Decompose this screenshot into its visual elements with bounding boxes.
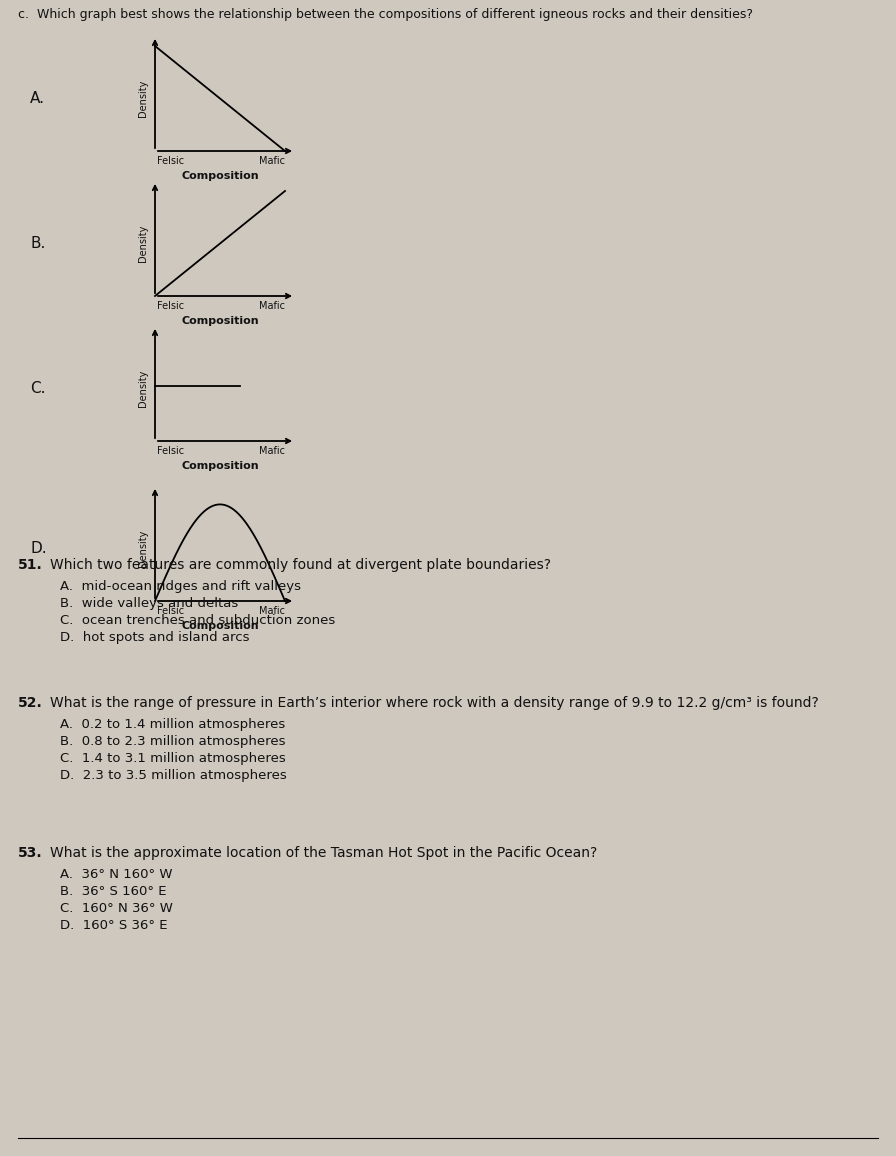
- Text: Composition: Composition: [181, 621, 259, 631]
- Text: Density: Density: [138, 80, 148, 117]
- Text: Density: Density: [138, 529, 148, 568]
- Text: 53.: 53.: [18, 846, 43, 860]
- Text: D.  160° S 36° E: D. 160° S 36° E: [60, 919, 168, 932]
- Text: Density: Density: [138, 370, 148, 407]
- Text: C.  160° N 36° W: C. 160° N 36° W: [60, 902, 173, 916]
- Text: B.  36° S 160° E: B. 36° S 160° E: [60, 885, 167, 898]
- Text: 51.: 51.: [18, 558, 43, 572]
- Text: Density: Density: [138, 224, 148, 262]
- Text: A.  0.2 to 1.4 million atmospheres: A. 0.2 to 1.4 million atmospheres: [60, 718, 285, 731]
- Text: 52.: 52.: [18, 696, 43, 710]
- Text: Composition: Composition: [181, 461, 259, 470]
- Text: D.  2.3 to 3.5 million atmospheres: D. 2.3 to 3.5 million atmospheres: [60, 769, 287, 781]
- Text: B.  0.8 to 2.3 million atmospheres: B. 0.8 to 2.3 million atmospheres: [60, 735, 286, 748]
- Text: C.: C.: [30, 381, 46, 397]
- Text: D.  hot spots and island arcs: D. hot spots and island arcs: [60, 631, 249, 644]
- Text: Mafic: Mafic: [259, 446, 285, 455]
- Text: Mafic: Mafic: [259, 301, 285, 311]
- Text: Felsic: Felsic: [157, 606, 184, 616]
- Text: A.: A.: [30, 91, 45, 106]
- Text: Felsic: Felsic: [157, 446, 184, 455]
- Text: Composition: Composition: [181, 171, 259, 181]
- Text: B.  wide valleys and deltas: B. wide valleys and deltas: [60, 596, 238, 610]
- Text: A.  mid-ocean ridges and rift valleys: A. mid-ocean ridges and rift valleys: [60, 580, 301, 593]
- Text: c.  Which graph best shows the relationship between the compositions of differen: c. Which graph best shows the relationsh…: [18, 8, 753, 21]
- Text: Which two features are commonly found at divergent plate boundaries?: Which two features are commonly found at…: [50, 558, 551, 572]
- Text: Mafic: Mafic: [259, 156, 285, 166]
- Text: C.  ocean trenches and subduction zones: C. ocean trenches and subduction zones: [60, 614, 335, 627]
- Text: What is the range of pressure in Earth’s interior where rock with a density rang: What is the range of pressure in Earth’s…: [50, 696, 819, 710]
- Text: Felsic: Felsic: [157, 301, 184, 311]
- Text: A.  36° N 160° W: A. 36° N 160° W: [60, 868, 173, 881]
- Text: Composition: Composition: [181, 316, 259, 326]
- Text: B.: B.: [30, 236, 46, 251]
- Text: C.  1.4 to 3.1 million atmospheres: C. 1.4 to 3.1 million atmospheres: [60, 753, 286, 765]
- Text: Felsic: Felsic: [157, 156, 184, 166]
- Text: Mafic: Mafic: [259, 606, 285, 616]
- Text: D.: D.: [30, 541, 47, 556]
- Text: What is the approximate location of the Tasman Hot Spot in the Pacific Ocean?: What is the approximate location of the …: [50, 846, 598, 860]
